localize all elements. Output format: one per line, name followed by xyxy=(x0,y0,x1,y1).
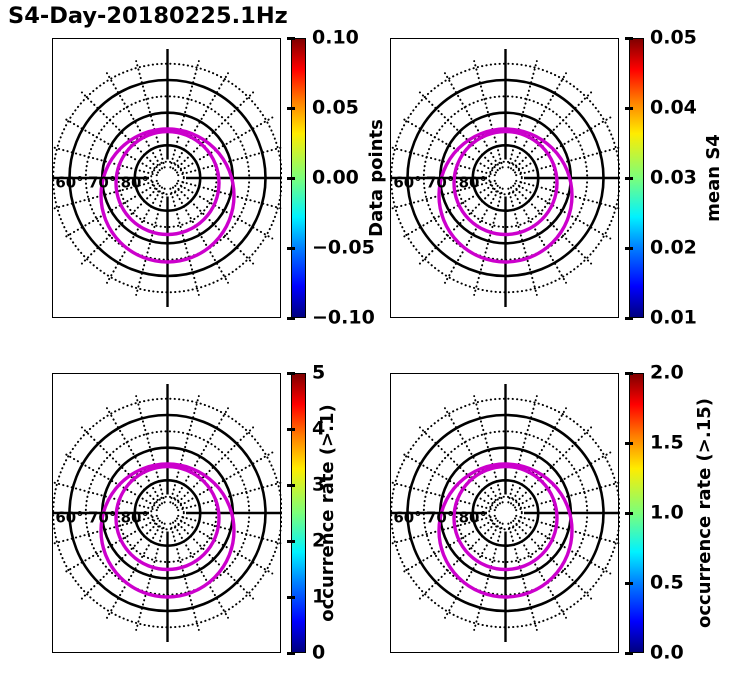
colorbar-tick-label: 1 xyxy=(312,585,326,608)
colorbar-tick xyxy=(287,651,295,655)
colorbar-tick xyxy=(287,595,295,599)
colorbar-tick xyxy=(287,539,295,543)
radial-tick-label: 70° xyxy=(426,509,454,527)
radial-tick-label: 70° xyxy=(88,174,116,192)
radial-tick-label: 80° xyxy=(459,174,487,192)
colorbar-tick-label: 0.05 xyxy=(650,26,697,49)
colorbar-tick xyxy=(625,371,633,375)
colorbar-tick xyxy=(287,316,295,320)
colorbar-tick xyxy=(625,651,633,655)
radial-tick-label: 60° xyxy=(55,174,83,192)
polar-sky-grid: 60° 70° 80° xyxy=(391,49,620,307)
panel-bottom-left: 60° 70° 80° 5 4 3 2 1 0 occurrence rate (>.1) xyxy=(0,335,392,670)
colorbar-label-bottom-left: occurrence rate (>.1) xyxy=(317,404,338,622)
colorbar-tick xyxy=(625,246,633,250)
colorbar-tick-label: 0.05 xyxy=(312,96,359,119)
colorbar-tick xyxy=(625,511,633,515)
colorbar-tick xyxy=(625,316,633,320)
colorbar-tick-label: 2.0 xyxy=(650,361,684,384)
radial-tick-label: 60° xyxy=(393,174,421,192)
colorbar-tick xyxy=(287,176,295,180)
colorbar-tick-label: 3 xyxy=(312,473,326,496)
polar-sky-grid: 60° 70° 80° xyxy=(53,384,282,642)
colorbar-tick xyxy=(287,106,295,110)
colorbar-tick xyxy=(625,106,633,110)
colorbar-tick-label: 0.03 xyxy=(650,166,697,189)
colorbar-tick xyxy=(625,176,633,180)
colorbar-tick-label: 2 xyxy=(312,529,326,552)
sky-plot-bottom-right: 60° 70° 80° xyxy=(390,373,620,653)
colorbar-tick-label: 0.5 xyxy=(650,571,684,594)
radial-tick-label: 80° xyxy=(459,509,487,527)
radial-tick-label: 80° xyxy=(121,509,149,527)
colorbar-tick xyxy=(625,581,633,585)
colorbar-tick-label: 0.01 xyxy=(650,306,697,329)
colorbar-tick xyxy=(625,441,633,445)
sky-plot-bottom-left: 60° 70° 80° xyxy=(52,373,282,653)
radial-tick-label: 70° xyxy=(426,174,454,192)
colorbar-tick-label: 0.00 xyxy=(312,166,359,189)
panel-bottom-right: 60° 70° 80° 2.0 1.5 1.0 0.5 0.0 occurrence rat… xyxy=(338,335,730,670)
sky-plot-top-left: 60° 70° 80° xyxy=(52,38,282,318)
polar-sky-grid: 60° 70° 80° xyxy=(391,384,620,642)
colorbar-tick-label: −0.05 xyxy=(312,236,375,259)
colorbar-tick-label: 0.0 xyxy=(650,641,684,664)
colorbar-tick-label: 1.0 xyxy=(650,501,684,524)
radial-tick-label: 60° xyxy=(393,509,421,527)
radial-tick-label: 80° xyxy=(121,174,149,192)
colorbar-tick-label: 0.04 xyxy=(650,96,697,119)
colorbar-tick-label: −0.10 xyxy=(312,306,375,329)
colorbar-ticks-bottom-left: 5 4 3 2 1 0 xyxy=(0,335,392,670)
colorbar-tick-label: 1.5 xyxy=(650,431,684,454)
colorbar-tick xyxy=(287,246,295,250)
colorbar-tick xyxy=(287,483,295,487)
colorbar-bottom-left xyxy=(291,373,306,653)
sky-plot-top-right: 60° 70° 80° xyxy=(390,38,620,318)
colorbar-tick-label: 4 xyxy=(312,417,326,440)
colorbar-tick-label: 5 xyxy=(312,361,326,384)
colorbar-tick xyxy=(287,371,295,375)
colorbar-tick xyxy=(287,427,295,431)
colorbar-tick xyxy=(287,36,295,40)
colorbar-tick-label: 0.02 xyxy=(650,236,697,259)
colorbar-ticks-top-right: 0.05 0.04 0.03 0.02 0.01 xyxy=(338,0,730,335)
colorbar-ticks-top-left: 0.10 0.05 0.00 −0.05 −0.10 xyxy=(0,0,392,335)
radial-tick-label: 70° xyxy=(88,509,116,527)
colorbar-tick-label: 0 xyxy=(312,641,326,664)
radial-tick-label: 60° xyxy=(55,509,83,527)
panel-top-left: 60° 70° 80° 0.10 0.05 0.00 −0.05 −0.10 Data po… xyxy=(0,0,392,335)
colorbar-label-top-right: mean S4 xyxy=(703,134,724,222)
panel-top-right: 60° 70° 80° 0.05 0.04 0.03 0.02 0.01 mean S4 xyxy=(338,0,730,335)
colorbar-tick xyxy=(625,36,633,40)
colorbar-ticks-bottom-right: 2.0 1.5 1.0 0.5 0.0 xyxy=(338,335,730,670)
figure-title: S4-Day-20180225.1Hz xyxy=(8,3,288,29)
colorbar-label-bottom-right: occurrence rate (>.15) xyxy=(694,398,715,628)
polar-sky-grid: 60° 70° 80° xyxy=(53,49,282,307)
colorbar-tick-label: 0.10 xyxy=(312,26,359,49)
